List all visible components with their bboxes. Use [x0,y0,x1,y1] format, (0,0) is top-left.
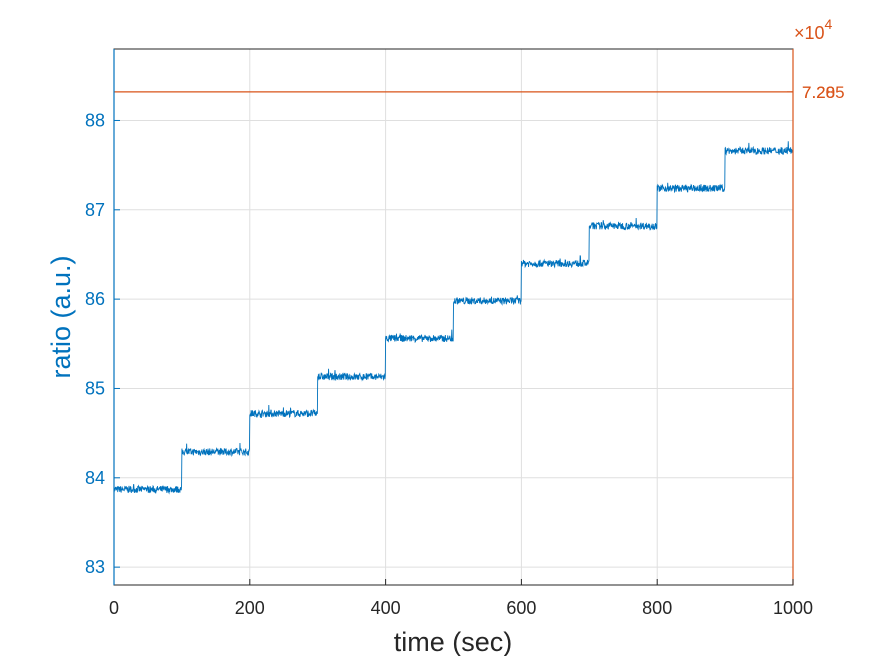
x-tick-label: 600 [506,598,536,618]
y-tick-label: 88 [85,110,105,130]
x-axis-label: time (sec) [394,627,513,656]
y-axis-label: ratio (a.u.) [46,255,76,378]
y-tick-label: 86 [85,289,105,309]
x-tick-label: 0 [109,598,119,618]
x-tick-label: 200 [235,598,265,618]
x-tick-label: 800 [642,598,672,618]
y-tick-label: 87 [85,200,105,220]
right-axis-exponent-power: 4 [825,16,833,32]
left-series-line [113,141,794,495]
y-tick-label: 84 [85,468,105,488]
y-tick-label: 85 [85,378,105,398]
x-tick-label: 1000 [773,598,813,618]
right-axis-exponent-base: ×10 [794,23,825,43]
right-axis-exponent: ×104 [794,16,833,43]
plot-series [113,91,794,495]
x-tick-label: 400 [371,598,401,618]
right-y-tick-label: 7.28 [802,83,835,102]
tick-marks [113,49,794,585]
y-tick-label: 83 [85,557,105,577]
right-y-tick-label: 7.205 [802,83,845,102]
